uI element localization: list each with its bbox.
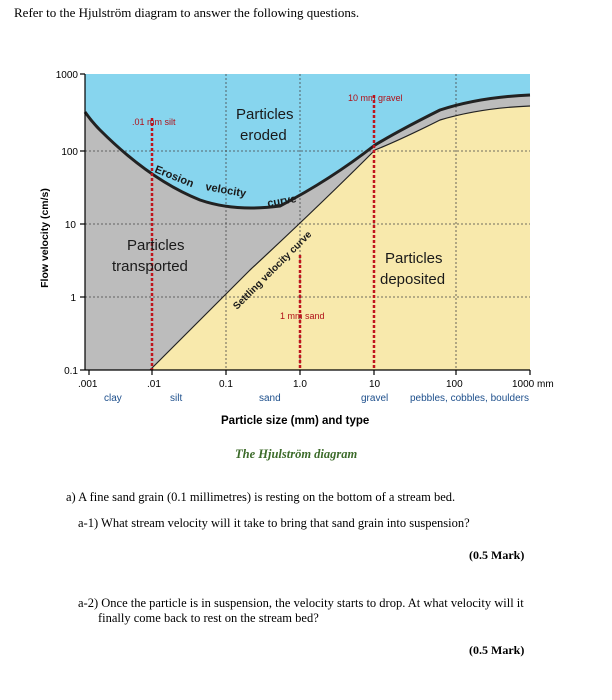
x-tick-1-0: 1.0 <box>293 379 307 390</box>
y-tick-1000: 1000 <box>56 70 79 81</box>
marker-label-gravel: 10 mm gravel <box>348 93 403 103</box>
diagram-caption: The Hjulström diagram <box>235 447 358 461</box>
question-a1: a-1) What stream velocity will it take t… <box>78 516 470 530</box>
question-a: a) A fine sand grain (0.1 millimetres) i… <box>66 490 456 504</box>
x-tick-1000: 1000 mm <box>512 379 554 390</box>
type-silt: silt <box>170 393 182 404</box>
intro-text: Refer to the Hjulström diagram to answer… <box>14 5 360 20</box>
y-tick-1: 1 <box>70 293 76 304</box>
y-tick-10: 10 <box>65 220 77 231</box>
question-a2-line2: finally come back to rest on the stream … <box>98 611 319 625</box>
size-markers <box>150 95 376 370</box>
type-sand: sand <box>259 393 281 404</box>
marker-label-sand: 1 mm sand <box>280 311 325 321</box>
x-tick-001: .001 <box>78 379 98 390</box>
question-a2-mark: (0.5 Mark) <box>469 643 525 657</box>
type-gravel: gravel <box>361 393 388 404</box>
type-pebbles: pebbles, cobbles, boulders <box>410 393 529 404</box>
question-a1-mark: (0.5 Mark) <box>469 548 525 562</box>
axes <box>80 73 531 375</box>
marker-label-silt: .01 mm silt <box>132 117 176 127</box>
erosion-velocity-curve <box>83 93 531 210</box>
type-clay: clay <box>104 393 122 404</box>
y-tick-100: 100 <box>61 147 78 158</box>
x-tick-0-1: 0.1 <box>219 379 233 390</box>
label-deposited-1: Particles <box>385 250 443 267</box>
erosion-label-3: curve <box>266 193 297 210</box>
x-tick-01: .01 <box>147 379 161 390</box>
label-deposited-2: deposited <box>380 271 445 288</box>
hjulstrom-diagram: 1000 100 10 1 0.1 Flow velocity (cm/s) .… <box>39 70 554 461</box>
question-a2-line1: a-2) Once the particle is in suspension,… <box>78 596 524 610</box>
region-transported <box>85 95 530 370</box>
label-eroded-1: Particles <box>236 106 294 123</box>
label-transported-1: Particles <box>127 237 185 254</box>
region-eroded <box>85 74 530 208</box>
x-axis-label: Particle size (mm) and type <box>221 415 369 427</box>
x-tick-10: 10 <box>369 379 381 390</box>
y-tick-0-1: 0.1 <box>64 366 78 377</box>
label-transported-2: transported <box>112 258 188 275</box>
region-deposited <box>150 106 530 370</box>
settling-velocity-curve <box>149 105 531 371</box>
label-eroded-2: eroded <box>240 127 287 144</box>
grid <box>85 74 530 370</box>
x-tick-100: 100 <box>446 379 463 390</box>
y-axis-label: Flow velocity (cm/s) <box>39 188 51 288</box>
